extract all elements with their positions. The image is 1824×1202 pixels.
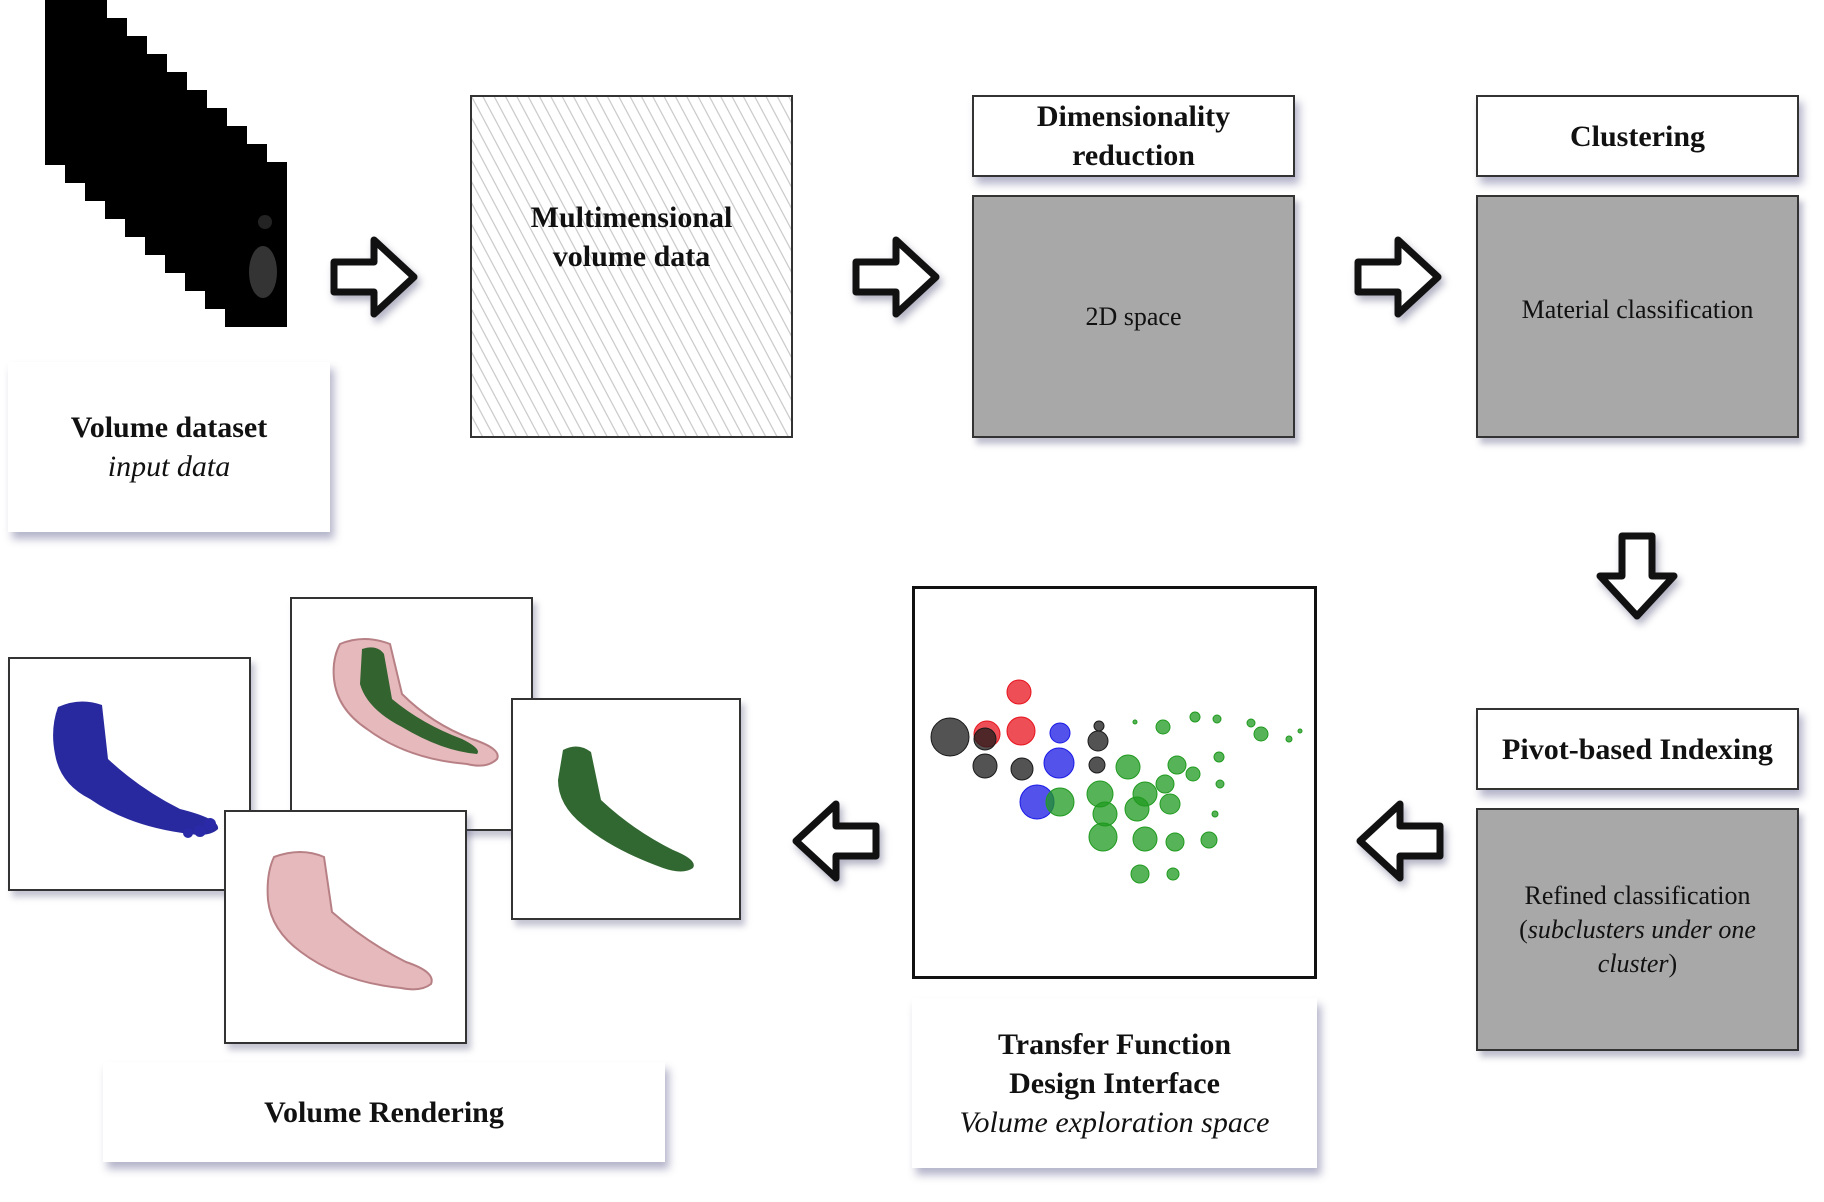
render-image-pink-green-foot bbox=[290, 597, 533, 831]
volume-rendering-card: Volume Rendering bbox=[103, 1062, 665, 1162]
pivot-header: Pivot-based Indexing bbox=[1476, 708, 1799, 790]
right-arrow-icon bbox=[330, 236, 418, 318]
cluster-point[interactable] bbox=[1043, 747, 1075, 779]
pivot-header-title: Pivot-based Indexing bbox=[1502, 732, 1773, 766]
render-image-pink-foot bbox=[224, 810, 467, 1044]
right-arrow-icon bbox=[1354, 236, 1442, 318]
cluster-point[interactable] bbox=[1132, 826, 1158, 852]
cluster-point[interactable] bbox=[1045, 787, 1075, 817]
cluster-point[interactable] bbox=[1285, 735, 1293, 743]
cluster-point[interactable] bbox=[1165, 832, 1185, 852]
render-image-blue-foot bbox=[8, 657, 251, 891]
cluster-point[interactable] bbox=[1092, 801, 1118, 827]
ct-slice bbox=[225, 162, 287, 327]
volume-rendering-title: Volume Rendering bbox=[264, 1095, 504, 1129]
pivot-content-open: ( bbox=[1519, 914, 1528, 944]
cluster-point[interactable] bbox=[1093, 720, 1105, 732]
cluster-point[interactable] bbox=[973, 727, 997, 751]
left-arrow-icon bbox=[792, 800, 880, 882]
cluster-point[interactable] bbox=[1132, 719, 1138, 725]
cluster-point[interactable] bbox=[1010, 757, 1034, 781]
dimensionality-header-line2: reduction bbox=[1072, 139, 1195, 172]
dimensionality-header-line1: Dimensionality bbox=[1036, 100, 1231, 133]
cluster-point[interactable] bbox=[1155, 774, 1175, 794]
multidimensional-volume-box: Multimensional volume data bbox=[470, 95, 793, 438]
clustering-content-box: Material classification bbox=[1476, 195, 1799, 438]
cluster-point[interactable] bbox=[1215, 779, 1225, 789]
cluster-point[interactable] bbox=[1246, 718, 1256, 728]
cluster-point[interactable] bbox=[1253, 726, 1269, 742]
right-arrow-icon bbox=[852, 236, 940, 318]
cluster-point[interactable] bbox=[1006, 716, 1036, 746]
cluster-point[interactable] bbox=[1130, 864, 1150, 884]
cluster-point[interactable] bbox=[1166, 867, 1180, 881]
ct-slice-stack-icon bbox=[45, 0, 287, 327]
cluster-point[interactable] bbox=[1088, 756, 1106, 774]
foot-render-icon bbox=[53, 701, 219, 838]
transfer-function-title-line1: Transfer Function bbox=[997, 1027, 1232, 1061]
cluster-point[interactable] bbox=[930, 717, 970, 757]
left-arrow-icon bbox=[1356, 800, 1444, 882]
foot-render-icon bbox=[332, 638, 499, 767]
down-arrow-icon bbox=[1596, 532, 1678, 620]
volume-dataset-subtitle: input data bbox=[107, 450, 231, 483]
cluster-point[interactable] bbox=[1087, 730, 1109, 752]
cluster-point[interactable] bbox=[1155, 719, 1171, 735]
transfer-function-title-line2: Design Interface bbox=[1009, 1066, 1220, 1100]
clustering-header-title: Clustering bbox=[1570, 119, 1705, 153]
pivot-content-box: Refined classification (subclusters unde… bbox=[1476, 808, 1799, 1051]
dimensionality-content-box: 2D space bbox=[972, 195, 1295, 438]
cluster-point[interactable] bbox=[1049, 722, 1071, 744]
pivot-content-close: ) bbox=[1668, 948, 1678, 978]
cluster-point[interactable] bbox=[1189, 711, 1201, 723]
cluster-point[interactable] bbox=[1212, 714, 1222, 724]
cluster-point[interactable] bbox=[1115, 754, 1141, 780]
dimensionality-header: Dimensionality reduction bbox=[972, 95, 1295, 177]
clustering-content: Material classification bbox=[1521, 294, 1754, 324]
transfer-function-plot[interactable] bbox=[912, 586, 1317, 979]
pivot-content-italic-1: subclusters under one bbox=[1527, 914, 1756, 944]
cluster-point[interactable] bbox=[1159, 793, 1181, 815]
cluster-point[interactable] bbox=[1200, 831, 1218, 849]
clustering-header: Clustering bbox=[1476, 95, 1799, 177]
cluster-scatter[interactable] bbox=[915, 589, 1314, 976]
cluster-point[interactable] bbox=[1088, 822, 1118, 852]
multidimensional-title-line1: Multimensional bbox=[530, 200, 733, 234]
cluster-point[interactable] bbox=[1211, 810, 1219, 818]
pivot-content-line1: Refined classification bbox=[1524, 880, 1751, 910]
dimensionality-content: 2D space bbox=[1085, 301, 1182, 331]
cluster-point[interactable] bbox=[1124, 796, 1150, 822]
volume-dataset-title: Volume dataset bbox=[70, 411, 268, 444]
cluster-point[interactable] bbox=[1213, 751, 1225, 763]
transfer-function-card: Transfer Function Design Interface Volum… bbox=[912, 998, 1317, 1168]
multidimensional-title-line2: volume data bbox=[552, 239, 711, 273]
render-image-green-foot bbox=[511, 698, 741, 920]
foot-render-icon bbox=[266, 851, 433, 991]
cluster-point[interactable] bbox=[1006, 679, 1032, 705]
foot-render-icon bbox=[558, 746, 694, 872]
cluster-point[interactable] bbox=[1185, 766, 1201, 782]
cluster-point[interactable] bbox=[1167, 755, 1187, 775]
volume-dataset-card: Volume dataset input data bbox=[8, 362, 330, 532]
cluster-point[interactable] bbox=[1297, 728, 1303, 734]
cluster-point[interactable] bbox=[972, 753, 998, 779]
transfer-function-subtitle: Volume exploration space bbox=[959, 1105, 1270, 1139]
pivot-content-italic-2: cluster bbox=[1597, 948, 1669, 978]
